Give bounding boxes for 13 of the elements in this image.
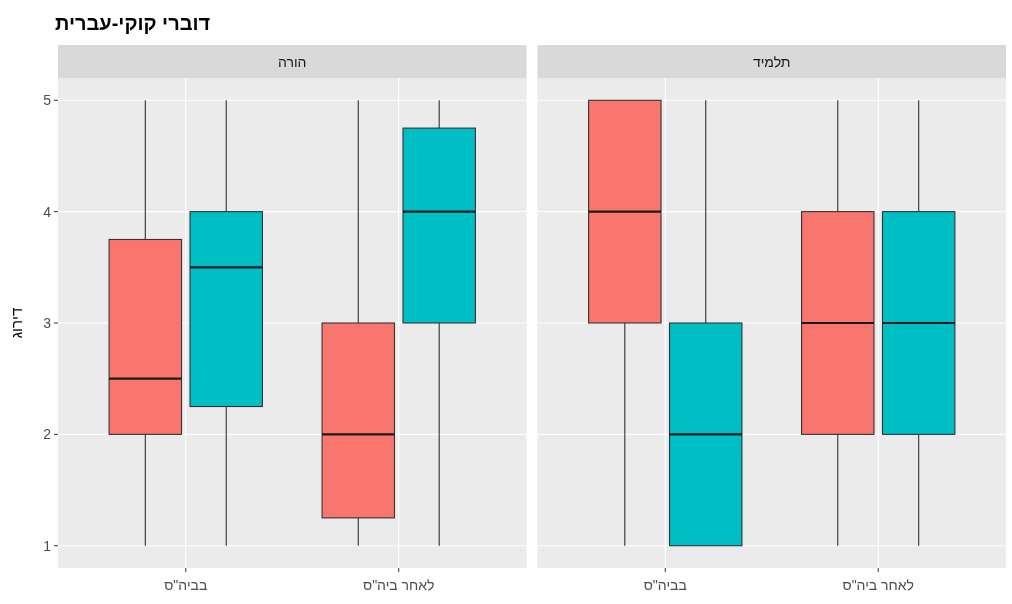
chart-subtitle: תלמיד [752, 53, 791, 70]
x-tick-label: לאחר ביה"ס [362, 577, 435, 593]
y-axis-title: דירוג [8, 307, 25, 339]
chart-title: דוברי קוקי-עברית [55, 12, 211, 34]
y-tick-label: 1 [43, 537, 52, 554]
y-tick-label: 5 [43, 92, 52, 109]
chart-subtitle: הורה [278, 53, 307, 70]
x-tick-label: בביה"ס [164, 577, 208, 593]
y-tick-label: 2 [43, 426, 52, 443]
x-tick-label: בביה"ס [643, 577, 687, 593]
x-tick-label: לאחר ביה"ס [842, 577, 914, 593]
y-tick-label: 3 [43, 315, 52, 331]
y-tick-label: 4 [43, 203, 52, 220]
